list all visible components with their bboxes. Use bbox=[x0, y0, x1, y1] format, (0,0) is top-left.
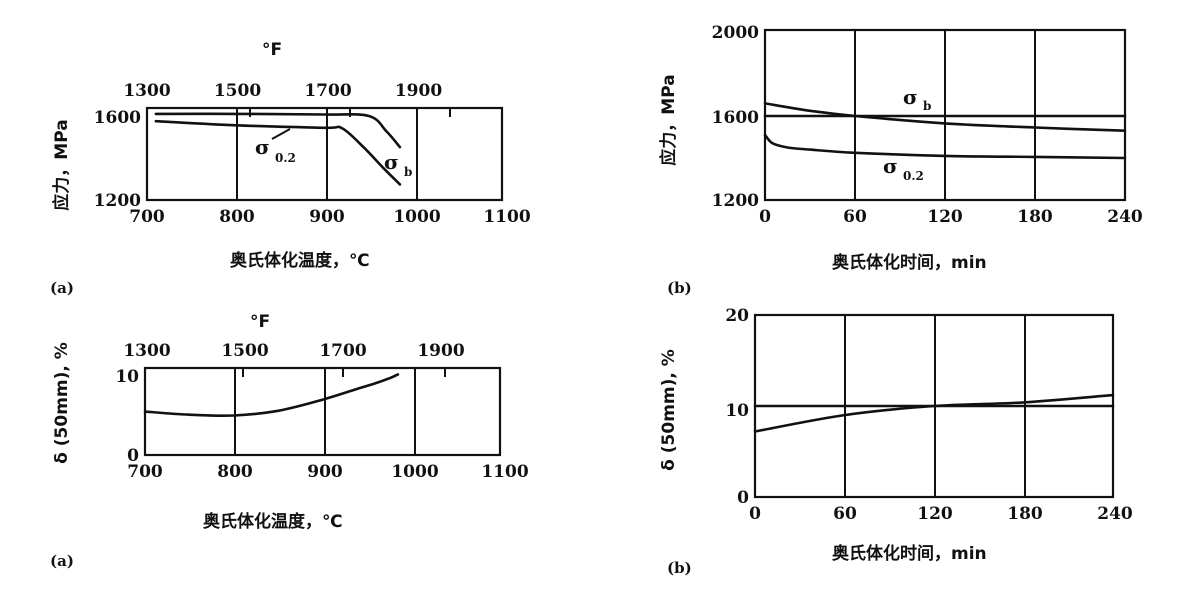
x-tick-label: 1000 bbox=[393, 207, 440, 227]
chart-b-stress: 0 60 120 180 240 2000 1600 1200 奥氏体化时间，min 应力，… bbox=[658, 23, 1143, 297]
series-label-sigma-b: σ b bbox=[903, 85, 931, 113]
series-label-sigma-b: σ b bbox=[384, 150, 412, 179]
top-tick-label: 1700 bbox=[304, 81, 351, 101]
svg-text:b: b bbox=[923, 99, 931, 113]
y-axis-title: 应力，MPa bbox=[51, 119, 72, 210]
x-tick-label: 700 bbox=[127, 462, 163, 482]
x-tick-label: 800 bbox=[219, 207, 255, 227]
x-tick-label: 1100 bbox=[483, 207, 530, 227]
x-axis-title: 奥氏体化温度，℃ bbox=[230, 250, 370, 271]
x-tick-label: 1100 bbox=[481, 462, 528, 482]
series-line-series-0 bbox=[143, 373, 400, 418]
series-line-sigma-0-2 bbox=[154, 119, 402, 186]
series-line-sigma-b bbox=[154, 112, 402, 149]
svg-text:σ: σ bbox=[903, 85, 918, 109]
x-tick-label: 240 bbox=[1107, 207, 1143, 227]
plot-frame bbox=[145, 106, 504, 202]
series-label-sigma-0-2: σ 0.2 bbox=[883, 154, 924, 183]
x-tick-label: 0 bbox=[759, 207, 771, 227]
chart-a-elongation: °F 1300 1500 1700 1900 700 800 900 1000 1100 10… bbox=[50, 312, 529, 570]
top-tick-label: 1300 bbox=[123, 341, 170, 361]
y-tick-label: 2000 bbox=[712, 23, 759, 43]
x-tick-label: 120 bbox=[917, 504, 953, 524]
series-line-sigma-0-2 bbox=[763, 133, 1127, 160]
x-tick-label: 900 bbox=[309, 207, 345, 227]
top-axis-label: °F bbox=[262, 40, 282, 60]
y-tick-label: 1600 bbox=[94, 108, 141, 128]
y-tick-label: 0 bbox=[127, 446, 139, 466]
top-tick-label: 1900 bbox=[417, 341, 464, 361]
x-tick-label: 60 bbox=[833, 504, 857, 524]
svg-text:σ: σ bbox=[384, 150, 399, 174]
x-tick-label: 1000 bbox=[391, 462, 438, 482]
y-tick-label: 10 bbox=[115, 367, 139, 387]
chart-b-elongation: 0 60 120 180 240 20 10 0 奥氏体化时间，min δ (50mm), … bbox=[659, 306, 1133, 577]
series-line-sigma-b bbox=[763, 102, 1127, 132]
panel-tag: (b) bbox=[667, 559, 692, 577]
x-tick-label: 60 bbox=[843, 207, 867, 227]
chart-a-stress: °F 1300 1500 1700 1900 700 800 900 1000 1100 16… bbox=[50, 40, 531, 297]
y-axis-title: δ (50mm), % bbox=[659, 349, 679, 471]
y-tick-label: 1600 bbox=[712, 108, 759, 128]
panel-tag: (b) bbox=[667, 279, 692, 297]
y-tick-label: 20 bbox=[725, 306, 749, 326]
y-axis-title: δ (50mm), % bbox=[52, 342, 72, 464]
panel-tag: (a) bbox=[50, 279, 74, 297]
x-tick-label: 900 bbox=[307, 462, 343, 482]
top-tick-label: 1300 bbox=[123, 81, 170, 101]
y-tick-label: 0 bbox=[737, 488, 749, 508]
x-tick-label: 240 bbox=[1097, 504, 1133, 524]
y-axis-title: 应力，MPa bbox=[658, 74, 679, 165]
svg-text:b: b bbox=[404, 165, 412, 179]
svg-text:0.2: 0.2 bbox=[275, 151, 296, 165]
panel-tag: (a) bbox=[50, 552, 74, 570]
series-label-sigma-0-2: σ 0.2 bbox=[255, 128, 296, 165]
plot-frame bbox=[143, 366, 502, 457]
x-tick-label: 180 bbox=[1017, 207, 1053, 227]
x-axis-title: 奥氏体化温度，℃ bbox=[203, 511, 343, 532]
x-axis-title: 奥氏体化时间，min bbox=[832, 543, 987, 564]
svg-text:σ: σ bbox=[255, 135, 270, 159]
y-tick-label: 1200 bbox=[712, 191, 759, 211]
y-tick-label: 1200 bbox=[94, 191, 141, 211]
top-tick-label: 1500 bbox=[221, 341, 268, 361]
x-tick-label: 0 bbox=[749, 504, 761, 524]
svg-text:σ: σ bbox=[883, 154, 898, 178]
x-tick-label: 800 bbox=[217, 462, 253, 482]
top-tick-label: 1700 bbox=[319, 341, 366, 361]
y-tick-label: 10 bbox=[725, 401, 749, 421]
x-tick-label: 120 bbox=[927, 207, 963, 227]
top-axis-label: °F bbox=[250, 312, 270, 332]
top-tick-label: 1500 bbox=[214, 81, 261, 101]
x-axis-title: 奥氏体化时间，min bbox=[832, 252, 987, 273]
x-tick-label: 700 bbox=[129, 207, 165, 227]
top-tick-label: 1900 bbox=[395, 81, 442, 101]
x-tick-label: 180 bbox=[1007, 504, 1043, 524]
svg-text:0.2: 0.2 bbox=[903, 169, 924, 183]
